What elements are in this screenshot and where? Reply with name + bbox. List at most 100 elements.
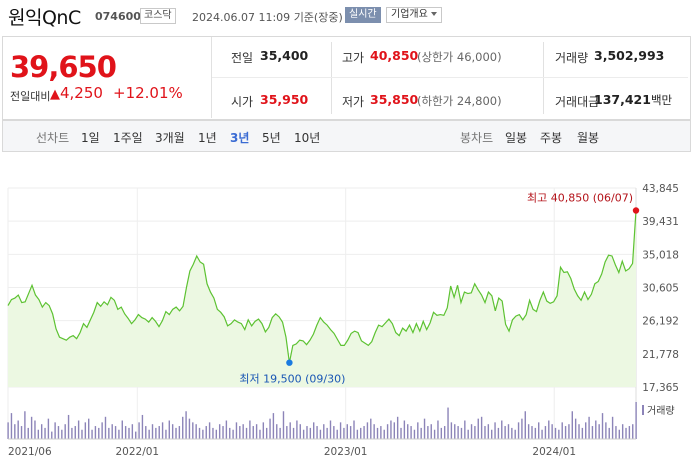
volume-bar bbox=[101, 422, 103, 439]
volume-bar bbox=[192, 422, 194, 439]
tab-period-3y[interactable]: 3년 bbox=[230, 131, 250, 145]
volume-bar bbox=[289, 422, 291, 439]
y-tick-label: 39,431 bbox=[642, 216, 679, 228]
max-point-marker bbox=[632, 207, 640, 214]
tab-period-1d[interactable]: 1일 bbox=[81, 131, 100, 145]
volume-bar bbox=[94, 426, 97, 439]
volume-bar bbox=[501, 420, 503, 439]
tab-period-5y[interactable]: 5년 bbox=[262, 131, 281, 145]
tab-period-10y[interactable]: 10년 bbox=[294, 131, 321, 145]
volume-bar bbox=[14, 424, 16, 439]
volume-bar bbox=[343, 427, 345, 439]
volume-bar bbox=[158, 426, 160, 439]
high-label: 고가 bbox=[342, 51, 365, 65]
volume-bar bbox=[403, 420, 406, 439]
volume-bar bbox=[67, 414, 70, 439]
lower-limit: (하한가 24,800) bbox=[417, 94, 502, 108]
volume-bar bbox=[141, 414, 144, 439]
price-area-fill bbox=[8, 210, 636, 387]
volume-bar bbox=[477, 418, 479, 439]
volume-bar bbox=[380, 426, 382, 439]
tab-line-chart[interactable]: 선차트 bbox=[36, 131, 70, 145]
change-percent: +12.01% bbox=[113, 84, 183, 102]
divider bbox=[212, 77, 688, 78]
volume-bar bbox=[632, 424, 634, 439]
x-tick-label: 2024/01 bbox=[532, 446, 576, 458]
volume-bar bbox=[423, 418, 426, 439]
volume-bar bbox=[74, 426, 76, 439]
trade-amount-unit: 백만 bbox=[650, 93, 673, 107]
tab-candle-daily[interactable]: 일봉 bbox=[505, 131, 528, 145]
y-tick-label: 30,605 bbox=[642, 283, 679, 295]
current-price: 39,650 bbox=[10, 50, 117, 84]
volume-bar bbox=[561, 422, 563, 439]
volume-bar bbox=[413, 429, 416, 439]
volume-bar bbox=[507, 424, 510, 439]
volume-bar bbox=[356, 429, 359, 439]
prev-close-value: 35,400 bbox=[260, 48, 309, 63]
volume-bar bbox=[484, 426, 486, 439]
volume-bar bbox=[208, 422, 211, 439]
volume-bar bbox=[571, 411, 573, 439]
volume-bar bbox=[84, 422, 87, 439]
change-amount-value: 4,250 bbox=[60, 84, 103, 102]
volume-bar bbox=[171, 424, 174, 439]
volume-bar bbox=[601, 413, 604, 439]
volume-bar bbox=[218, 424, 221, 439]
tab-candle-monthly[interactable]: 월봉 bbox=[577, 131, 600, 145]
volume-bar bbox=[54, 422, 56, 439]
volume-bar bbox=[615, 426, 617, 439]
volume-bar bbox=[480, 416, 483, 439]
volume-bar bbox=[64, 424, 66, 439]
volume-bar bbox=[548, 420, 550, 439]
volume-bar bbox=[460, 427, 463, 439]
volume-bar bbox=[494, 422, 496, 439]
volume-bar bbox=[212, 427, 214, 439]
volume-bar bbox=[511, 427, 513, 439]
volume-bar bbox=[420, 427, 422, 439]
volume-bar bbox=[242, 424, 244, 439]
volume-bar bbox=[259, 429, 261, 439]
divider bbox=[211, 37, 212, 118]
volume-bar bbox=[410, 426, 412, 439]
volume-bar bbox=[581, 427, 584, 439]
volume-bar bbox=[252, 426, 254, 439]
volume-bar bbox=[128, 427, 130, 439]
tab-period-1y[interactable]: 1년 bbox=[198, 131, 217, 145]
divider bbox=[543, 42, 544, 114]
volume-bar bbox=[333, 426, 335, 439]
volume-bar bbox=[400, 427, 402, 439]
volume-bar bbox=[329, 420, 332, 439]
volume-bar bbox=[454, 424, 456, 439]
tab-period-1w[interactable]: 1주일 bbox=[113, 131, 143, 145]
volume-bar bbox=[531, 426, 533, 439]
volume-bar bbox=[286, 426, 288, 439]
datetime-text: 2024.06.07 11:09 bbox=[192, 11, 291, 24]
volume-bar bbox=[269, 418, 271, 439]
realtime-button[interactable]: 실시간 bbox=[345, 7, 381, 23]
volume-bar bbox=[57, 426, 60, 439]
volume-bar bbox=[299, 424, 301, 439]
company-overview-dropdown[interactable]: 기업개요 bbox=[386, 7, 442, 23]
y-tick-label: 21,778 bbox=[642, 349, 679, 361]
volume-bar bbox=[235, 422, 238, 439]
volume-bar bbox=[121, 420, 123, 439]
y-tick-label: 26,192 bbox=[642, 316, 679, 328]
volume-bar bbox=[517, 422, 520, 439]
divider bbox=[331, 42, 332, 114]
trade-amount-label: 거래대금 bbox=[555, 95, 600, 109]
volume-bar bbox=[114, 426, 117, 439]
volume-bar bbox=[595, 420, 597, 439]
tab-candle-weekly[interactable]: 주봉 bbox=[540, 131, 563, 145]
tab-candle-chart[interactable]: 봉차트 bbox=[460, 131, 494, 145]
volume-bar bbox=[621, 424, 624, 439]
volume-bar bbox=[61, 429, 63, 439]
volume-bar bbox=[608, 427, 610, 439]
open-label: 시가 bbox=[231, 95, 254, 109]
tab-period-3m[interactable]: 3개월 bbox=[155, 131, 185, 145]
volume-bar bbox=[474, 426, 476, 439]
volume-bar bbox=[37, 429, 40, 439]
x-tick-label: 2021/06 bbox=[8, 446, 52, 458]
volume-bar bbox=[265, 427, 268, 439]
volume-bar bbox=[366, 422, 369, 439]
